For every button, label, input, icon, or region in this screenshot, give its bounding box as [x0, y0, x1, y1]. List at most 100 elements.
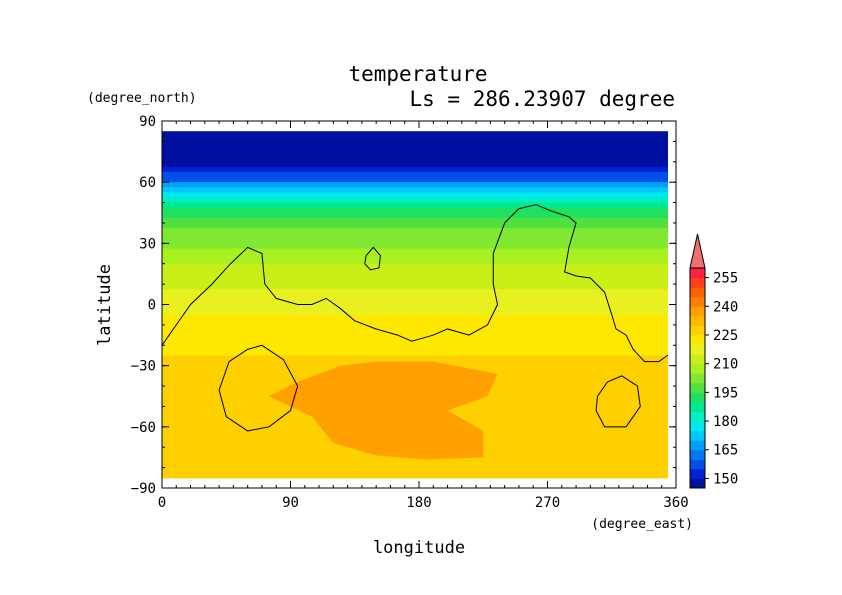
colorbar-tick-label: 150 [713, 471, 738, 487]
y-tick-label: 30 [139, 236, 156, 252]
heatmap-band [162, 340, 668, 346]
colorbar-swatch [690, 468, 705, 479]
contour-line [162, 204, 668, 363]
axis-ticks: 0 90 180 270 360 90 60 30 0 −30 −60 −90 [131, 114, 689, 511]
colorbar-swatch [690, 421, 705, 432]
topography-contours [162, 204, 668, 432]
heatmap-fill [162, 131, 668, 479]
colorbar-swatch [690, 268, 705, 279]
heatmap-band [162, 284, 668, 290]
colorbar-swatch [690, 354, 705, 365]
colorbar-swatch [690, 459, 705, 470]
heatmap-band [162, 228, 668, 234]
y-tick-label: 60 [139, 175, 156, 191]
colorbar-swatch [690, 287, 705, 298]
heatmap-band [162, 202, 668, 209]
contour-line [595, 375, 641, 428]
heatmap-band [162, 309, 668, 316]
heatmap-band [162, 207, 668, 214]
colorbar-swatch [690, 325, 705, 336]
heatmap-band [162, 156, 668, 163]
heatmap-band [162, 171, 668, 178]
x-units-label: (degree_east) [591, 517, 693, 532]
chart-subtitle: Ls = 286.23907 degree [409, 87, 675, 111]
contour-line [364, 246, 381, 271]
colorbar-tick-label: 165 [713, 443, 738, 459]
heatmap-band [162, 182, 668, 188]
heatmap-band [162, 335, 668, 341]
colorbar: 150 165 180 195 210 225 240 255 [689, 233, 738, 489]
colorbar-swatch [690, 440, 705, 451]
heatmap-band [162, 248, 668, 255]
heatmap-band [162, 467, 668, 474]
colorbar-swatch [690, 296, 705, 307]
colorbar-tick-label: 240 [713, 299, 738, 315]
colorbar-swatch [690, 315, 705, 326]
heatmap-band [162, 177, 668, 183]
heatmap-band [162, 324, 668, 331]
contour-line [218, 344, 299, 432]
heatmap-band [162, 238, 668, 244]
colorbar-swatch [690, 363, 705, 374]
colorbar-swatch [690, 382, 705, 393]
colorbar-swatch [690, 373, 705, 384]
heatmap-band [162, 319, 668, 326]
heatmap-band [162, 222, 668, 229]
heatmap-band [162, 161, 668, 168]
colorbar-tick-label: 180 [713, 414, 738, 430]
colorbar-tick-label: 195 [713, 385, 738, 401]
chart-title: temperature [348, 62, 487, 86]
colorbar-tick-label: 255 [713, 271, 738, 287]
x-tick-label: 0 [158, 495, 166, 511]
y-units-label: (degree_north) [87, 91, 197, 106]
x-tick-label: 180 [406, 495, 431, 511]
heatmap-band [162, 136, 668, 142]
heatmap-band [162, 462, 668, 469]
heatmap-band [162, 197, 668, 204]
heatmap-band [162, 345, 668, 351]
colorbar-overflow-arrow [689, 233, 706, 269]
x-tick-label: 270 [535, 495, 560, 511]
colorbar-swatch [690, 449, 705, 460]
heatmap-band [162, 151, 668, 158]
colorbar-swatch [690, 478, 705, 489]
x-axis-label: longitude [373, 538, 465, 558]
heatmap-band [162, 263, 668, 270]
heatmap-band [162, 166, 668, 173]
colorbar-swatch [690, 277, 705, 288]
heatmap-band [162, 314, 668, 321]
heatmap-band [162, 304, 668, 311]
heatmap-band [162, 187, 668, 193]
heatmap-band [162, 146, 668, 153]
heatmap-band [162, 355, 668, 362]
heatmap-band [162, 243, 668, 250]
colorbar-swatch [690, 430, 705, 441]
heatmap-band [162, 294, 668, 301]
heatmap-band [162, 212, 668, 219]
x-tick-label: 360 [663, 495, 688, 511]
y-tick-label: −90 [131, 481, 156, 497]
colorbar-swatch [690, 344, 705, 355]
y-tick-label: −60 [131, 420, 156, 436]
heatmap-band [162, 217, 668, 224]
heatmap-band [162, 472, 668, 479]
heatmap-band [162, 233, 668, 239]
heatmap-band [162, 131, 668, 137]
colorbar-swatch [690, 411, 705, 422]
colorbar-swatch [690, 401, 705, 412]
y-tick-label: −30 [131, 359, 156, 375]
y-tick-label: 90 [139, 114, 156, 130]
colorbar-swatch [690, 392, 705, 403]
heatmap-band [162, 258, 668, 265]
heatmap-band [162, 268, 668, 275]
heatmap-band [162, 141, 668, 148]
colorbar-swatch [690, 306, 705, 317]
colorbar-tick-label: 210 [713, 357, 738, 373]
heatmap-band [162, 329, 668, 336]
heatmap-band [162, 192, 668, 199]
heatmap-band [162, 299, 668, 306]
x-tick-label: 90 [282, 495, 299, 511]
heatmap-band [162, 273, 668, 280]
y-tick-label: 0 [148, 298, 156, 314]
